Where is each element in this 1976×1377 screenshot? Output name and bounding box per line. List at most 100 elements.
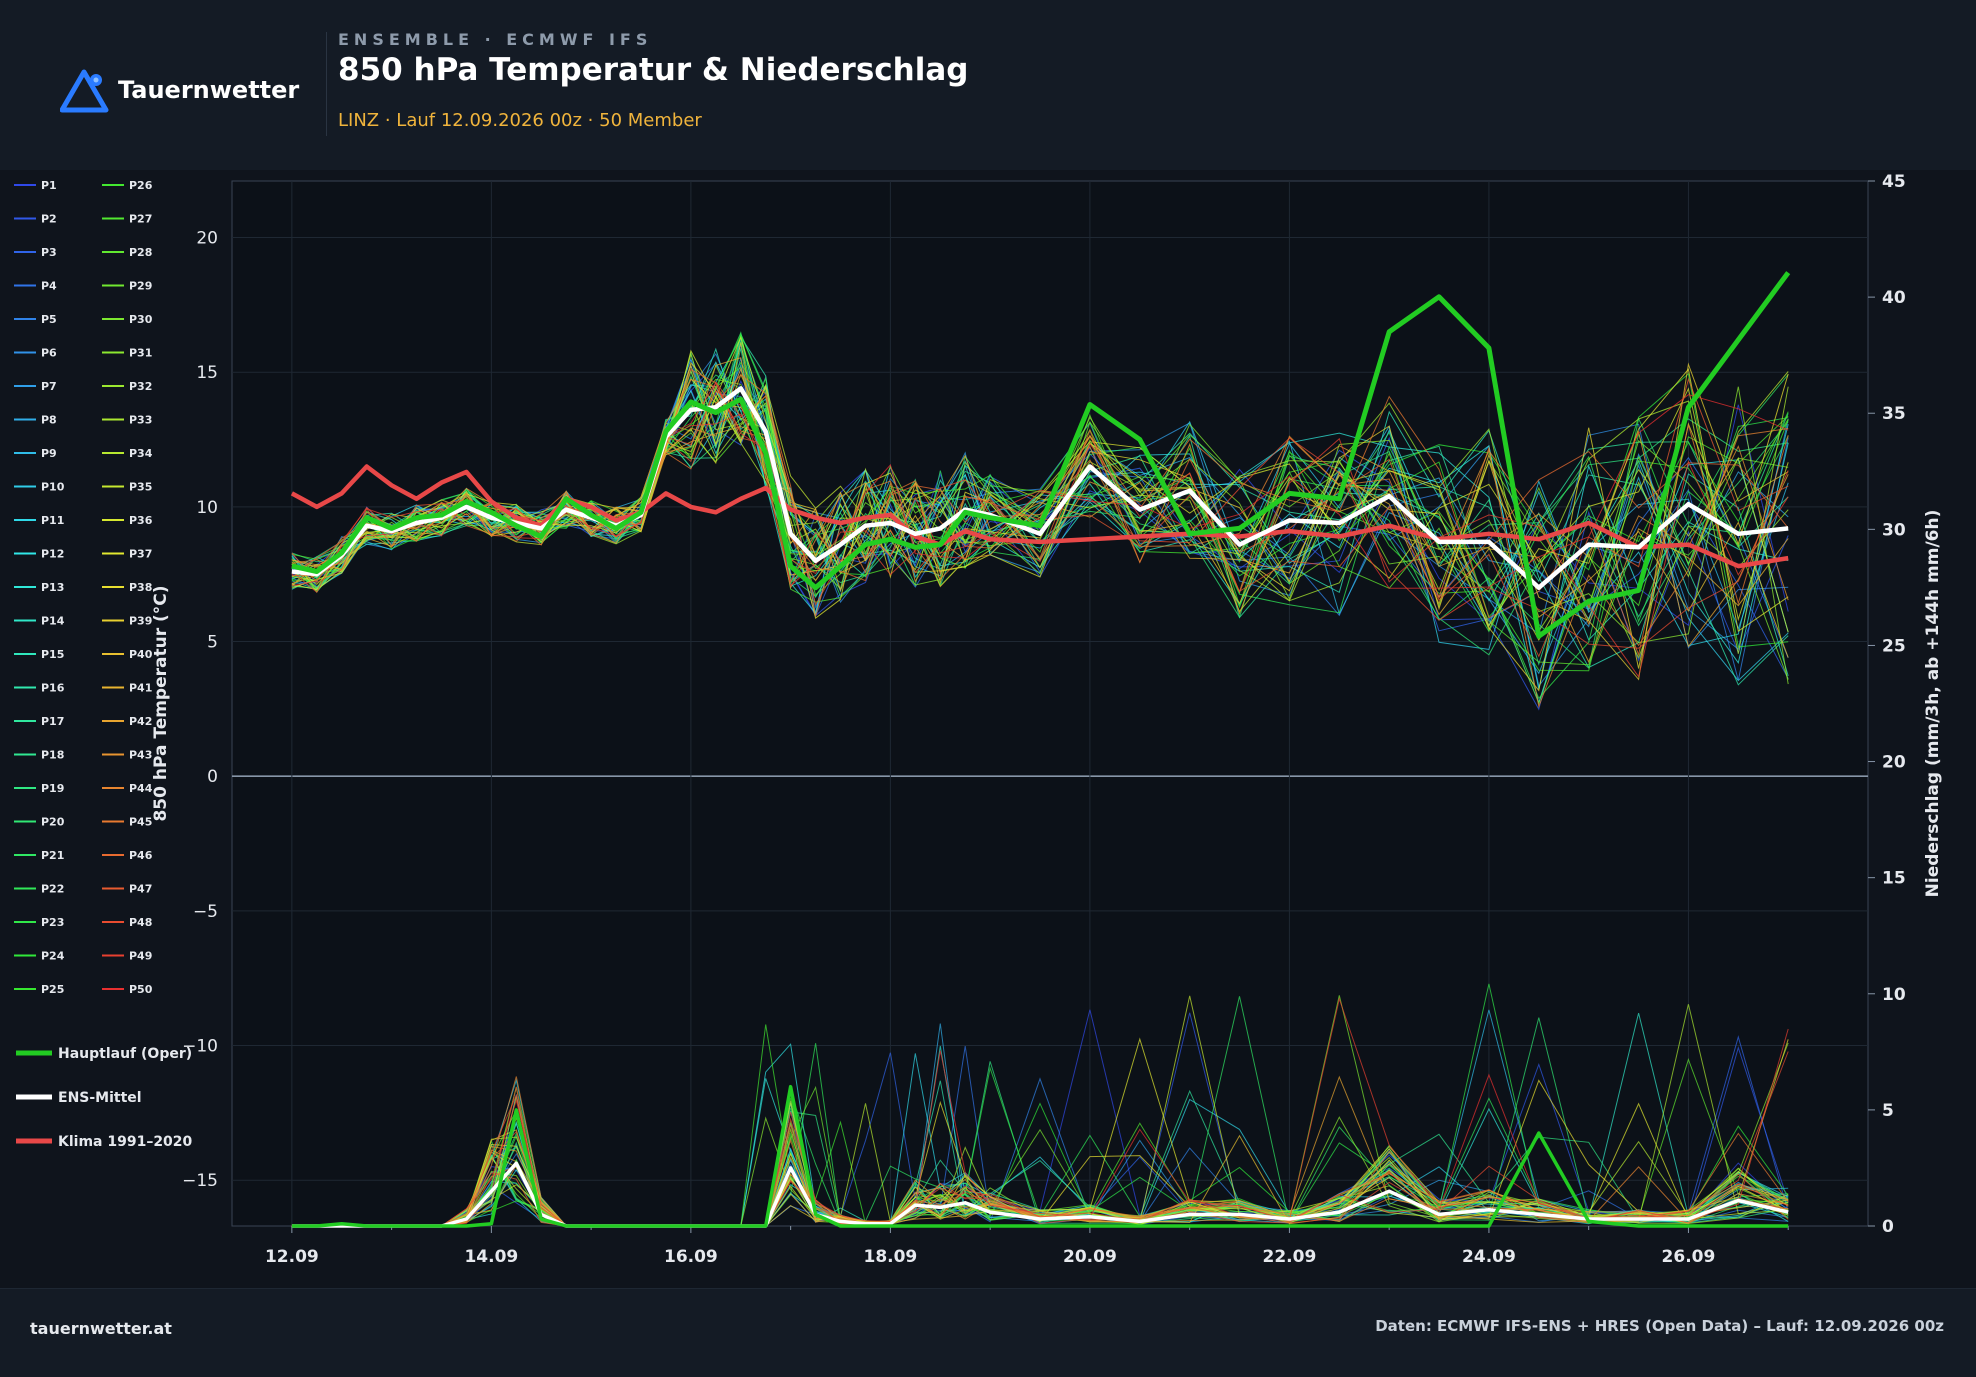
member-temp-line: [291, 335, 1789, 686]
legend-member-label: P26: [129, 179, 153, 192]
legend-member-label: P14: [41, 615, 65, 628]
chart-eyebrow: ENSEMBLE · ECMWF IFS: [338, 30, 653, 49]
legend-member-label: P40: [129, 648, 153, 661]
y2-tick-label: 20: [1882, 753, 1906, 773]
y-tick-label: −10: [182, 1037, 218, 1057]
legend-member-label: P25: [41, 983, 64, 996]
legend-member-label: P1: [41, 179, 57, 192]
y2-tick-label: 40: [1882, 288, 1906, 308]
mountain-logo-icon: [60, 69, 109, 113]
x-tick-label: 12.09: [265, 1247, 319, 1267]
x-tick-label: 18.09: [863, 1247, 917, 1267]
legend-member-label: P44: [129, 782, 153, 795]
legend-member-label: P24: [41, 950, 65, 963]
legend-member-label: P48: [129, 916, 152, 929]
legend-member-label: P2: [41, 213, 57, 226]
footer-site-link[interactable]: tauernwetter.at: [30, 1319, 172, 1338]
y-tick-label: 10: [196, 498, 218, 518]
legend-member-label: P3: [41, 246, 57, 259]
legend-member-label: P4: [41, 280, 57, 293]
legend-series-label: ENS-Mittel: [58, 1090, 142, 1106]
legend-member-label: P29: [129, 280, 152, 293]
legend-member-label: P45: [129, 816, 152, 829]
legend-member-label: P18: [41, 749, 64, 762]
x-tick-label: 24.09: [1462, 1247, 1516, 1267]
legend-member-label: P7: [41, 380, 57, 393]
ensemble-chart: 20 15 10 5 0 −5 −10 −15 45 40 35 30 25 20 15 10 5 0 12.09 1…: [14, 172, 1943, 1267]
y-tick-label: 0: [207, 767, 218, 787]
legend-member-label: P30: [129, 313, 153, 326]
member-precip-line: [291, 1050, 1789, 1227]
y2-tick-label: 5: [1882, 1101, 1894, 1121]
legend-member-label: P49: [129, 950, 152, 963]
legend-member-label: P22: [41, 883, 64, 896]
legend-member-label: P19: [41, 782, 64, 795]
legend-member-label: P42: [129, 715, 152, 728]
member-temp-line: [291, 368, 1789, 599]
legend-member-label: P39: [129, 615, 152, 628]
legend-member-label: P27: [129, 213, 152, 226]
member-temp-line: [291, 342, 1789, 632]
legend-member-label: P32: [129, 380, 152, 393]
y-axis-title: 850 hPa Temperatur (°C): [151, 585, 171, 821]
member-precip-line: [291, 1124, 1789, 1227]
mean-precip-line: [291, 1161, 1789, 1228]
legend-member-label: P35: [129, 481, 152, 494]
y-tick-label: 20: [196, 229, 218, 249]
legend-member-label: P38: [129, 581, 152, 594]
legend-member-label: P33: [129, 414, 152, 427]
header: Tauernwetter ENSEMBLE · ECMWF IFS 850 hP…: [0, 0, 1976, 170]
member-temp-line: [291, 332, 1789, 656]
legend-member-label: P34: [129, 447, 153, 460]
climate-temp-line: [290, 464, 1789, 569]
legend-member-label: P16: [41, 682, 65, 695]
legend-member-label: P5: [41, 313, 57, 326]
y-tick-label: 5: [207, 633, 218, 653]
page-title: 850 hPa Temperatur & Niederschlag: [338, 52, 969, 88]
legend-member-label: P47: [129, 883, 152, 896]
y-tick-label: −5: [193, 902, 218, 922]
legend-member-label: P50: [129, 983, 153, 996]
x-tick-label: 16.09: [664, 1247, 718, 1267]
member-temp-line: [291, 374, 1789, 669]
legend-member-label: P37: [129, 548, 152, 561]
legend-member-label: P28: [129, 246, 152, 259]
plot-area: [231, 180, 1869, 1227]
y2-tick-label: 30: [1882, 520, 1906, 540]
legend-member-label: P23: [41, 916, 64, 929]
y-tick-label: −15: [182, 1171, 218, 1191]
member-temp-line: [291, 367, 1789, 626]
x-tick-label: 14.09: [464, 1247, 518, 1267]
member-precip-line: [291, 997, 1789, 1227]
y2-axis-title: Niederschlag (mm/3h, ab +144h mm/6h): [1923, 510, 1943, 898]
legend-member-label: P8: [41, 414, 57, 427]
footer-source: Daten: ECMWF IFS-ENS + HRES (Open Data) …: [1375, 1317, 1944, 1335]
y2-tick-label: 35: [1882, 404, 1906, 424]
y2-tick-label: 0: [1882, 1217, 1894, 1237]
legend-member-label: P10: [41, 481, 65, 494]
member-temp-line: [291, 336, 1789, 690]
member-temp-line: [291, 332, 1789, 700]
legend-member-label: P15: [41, 648, 64, 661]
run-subtitle: LINZ · Lauf 12.09.2026 00z · 50 Member: [338, 110, 702, 131]
legend-member-label: P17: [41, 715, 64, 728]
legend-member-label: P20: [41, 816, 65, 829]
footer: tauernwetter.at Daten: ECMWF IFS-ENS + H…: [0, 1288, 1976, 1377]
mean-temp-line: [291, 386, 1789, 590]
legend-member-label: P6: [41, 347, 57, 360]
legend-member-label: P21: [41, 849, 64, 862]
y-tick-label: 15: [196, 363, 218, 383]
legend-member-label: P36: [129, 514, 153, 527]
member-temp-line: [291, 413, 1789, 678]
x-tick-label: 22.09: [1263, 1247, 1317, 1267]
legend-member-label: P41: [129, 682, 152, 695]
logo[interactable]: Tauernwetter: [60, 66, 299, 114]
legend-member-label: P13: [41, 581, 64, 594]
y2-tick-label: 45: [1882, 172, 1906, 192]
y2-tick-label: 15: [1882, 869, 1906, 889]
oper-temp-line: [291, 271, 1791, 639]
legend-member-label: P46: [129, 849, 153, 862]
oper-precip-line: [291, 1084, 1789, 1228]
brand-name: Tauernwetter: [118, 76, 300, 104]
legend-member-label: P31: [129, 347, 152, 360]
